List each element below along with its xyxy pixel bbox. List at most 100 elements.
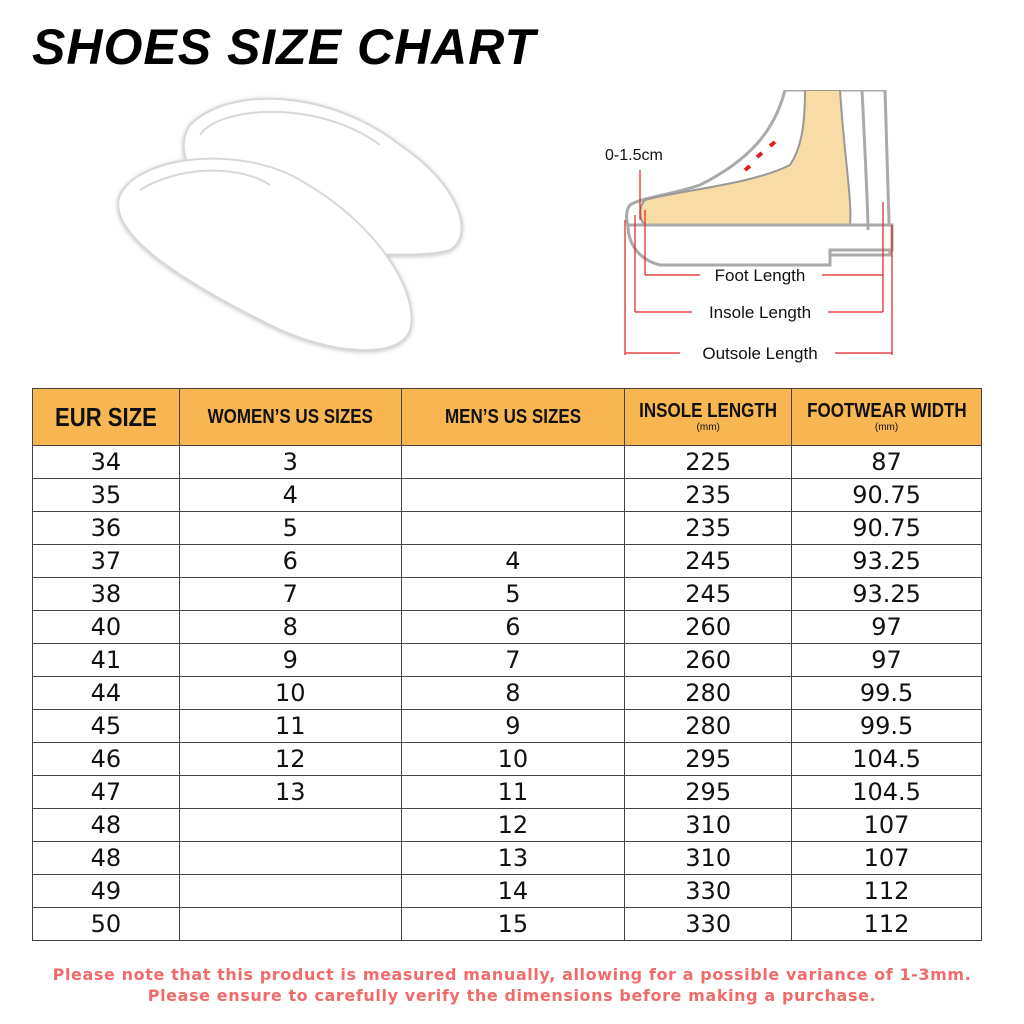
foot-length-label: Foot Length	[715, 266, 806, 285]
table-cell: 93.25	[791, 577, 982, 611]
table-cell: 11	[400, 775, 626, 809]
table-row: 45 11 9 280 99.5	[32, 709, 982, 743]
table-cell: 10	[400, 742, 626, 776]
column-header: WOMEN’S US SIZES	[178, 388, 402, 446]
table-cell: 3	[178, 445, 402, 479]
table-cell: 112	[791, 874, 982, 908]
table-cell: 235	[624, 478, 793, 512]
table-cell: 93.25	[791, 544, 982, 578]
column-header: FOOTWEAR WIDTH (mm)	[791, 388, 982, 446]
table-row: 49 14 330 112	[32, 874, 982, 908]
table-cell: 99.5	[791, 709, 982, 743]
table-cell: 225	[624, 445, 793, 479]
table-cell: 295	[624, 775, 793, 809]
table-cell: 112	[791, 907, 982, 941]
table-cell: 37	[32, 544, 180, 578]
table-cell: 41	[32, 643, 180, 677]
column-header: MEN’S US SIZES	[400, 388, 626, 446]
table-cell	[178, 907, 402, 941]
table-row: 38 7 5 245 93.25	[32, 577, 982, 611]
table-row: 46 12 10 295 104.5	[32, 742, 982, 776]
table-cell	[178, 808, 402, 842]
table-cell: 9	[400, 709, 626, 743]
table-row: 40 8 6 260 97	[32, 610, 982, 644]
foot-measurement-diagram: 0-1.5cm Foot Length Insole Length Outsol…	[605, 90, 894, 363]
table-cell	[178, 874, 402, 908]
table-cell: 4	[178, 478, 402, 512]
table-row: 36 5 235 90.75	[32, 511, 982, 545]
table-row: 50 15 330 112	[32, 907, 982, 941]
table-row: 35 4 235 90.75	[32, 478, 982, 512]
table-row: 34 3 225 87	[32, 445, 982, 479]
column-header: INSOLE LENGTH (mm)	[624, 388, 793, 446]
table-row: 48 13 310 107	[32, 841, 982, 875]
table-cell: 12	[178, 742, 402, 776]
column-header-label: INSOLE LENGTH	[639, 400, 778, 422]
table-cell: 295	[624, 742, 793, 776]
column-header-label: FOOTWEAR WIDTH	[806, 400, 967, 422]
table-cell: 5	[178, 511, 402, 545]
table-row: 37 6 4 245 93.25	[32, 544, 982, 578]
table-cell: 310	[624, 808, 793, 842]
table-cell: 107	[791, 841, 982, 875]
table-cell: 310	[624, 841, 793, 875]
table-cell: 14	[400, 874, 626, 908]
table-cell: 260	[624, 610, 793, 644]
table-cell: 87	[791, 445, 982, 479]
table-cell: 280	[624, 676, 793, 710]
insole-length-label: Insole Length	[709, 303, 811, 322]
column-header-unit: (mm)	[696, 422, 720, 433]
table-cell: 5	[400, 577, 626, 611]
table-cell: 47	[32, 775, 180, 809]
slippers-image	[117, 97, 463, 352]
table-row: 41 9 7 260 97	[32, 643, 982, 677]
table-cell: 4	[400, 544, 626, 578]
column-header-unit: (mm)	[874, 422, 899, 433]
table-row: 47 13 11 295 104.5	[32, 775, 982, 809]
table-cell	[178, 841, 402, 875]
table-cell: 13	[400, 841, 626, 875]
table-cell: 97	[791, 643, 982, 677]
table-cell: 7	[178, 577, 402, 611]
table-cell: 90.75	[791, 511, 982, 545]
page-title: SHOES SIZE CHART	[32, 19, 537, 75]
table-cell: 35	[32, 478, 180, 512]
table-cell: 10	[178, 676, 402, 710]
table-cell: 36	[32, 511, 180, 545]
table-cell: 7	[400, 643, 626, 677]
table-cell: 104.5	[791, 742, 982, 776]
outsole-length-label: Outsole Length	[702, 344, 817, 363]
table-cell: 8	[400, 676, 626, 710]
table-cell: 99.5	[791, 676, 982, 710]
table-cell: 11	[178, 709, 402, 743]
table-cell: 48	[32, 841, 180, 875]
column-header-label: WOMEN’S US SIZES	[207, 406, 373, 428]
size-chart-table: EUR SIZE WOMEN’S US SIZES MEN’S US SIZES IN…	[32, 388, 982, 941]
table-cell: 90.75	[791, 478, 982, 512]
table-cell: 6	[400, 610, 626, 644]
table-cell	[400, 478, 626, 512]
column-header-label: MEN’S US SIZES	[444, 406, 581, 428]
table-cell	[400, 511, 626, 545]
table-cell: 8	[178, 610, 402, 644]
table-cell: 13	[178, 775, 402, 809]
table-cell: 40	[32, 610, 180, 644]
table-cell: 9	[178, 643, 402, 677]
table-cell: 245	[624, 577, 793, 611]
column-header: EUR SIZE	[32, 388, 180, 446]
table-cell: 235	[624, 511, 793, 545]
table-cell: 97	[791, 610, 982, 644]
table-row: 44 10 8 280 99.5	[32, 676, 982, 710]
gap-label: 0-1.5cm	[605, 147, 663, 164]
table-cell: 104.5	[791, 775, 982, 809]
table-cell: 12	[400, 808, 626, 842]
table-cell: 49	[32, 874, 180, 908]
table-cell: 245	[624, 544, 793, 578]
column-header-label: EUR SIZE	[54, 402, 157, 432]
table-cell: 330	[624, 907, 793, 941]
table-cell: 15	[400, 907, 626, 941]
table-cell: 330	[624, 874, 793, 908]
table-cell	[400, 445, 626, 479]
table-cell: 48	[32, 808, 180, 842]
table-cell: 107	[791, 808, 982, 842]
